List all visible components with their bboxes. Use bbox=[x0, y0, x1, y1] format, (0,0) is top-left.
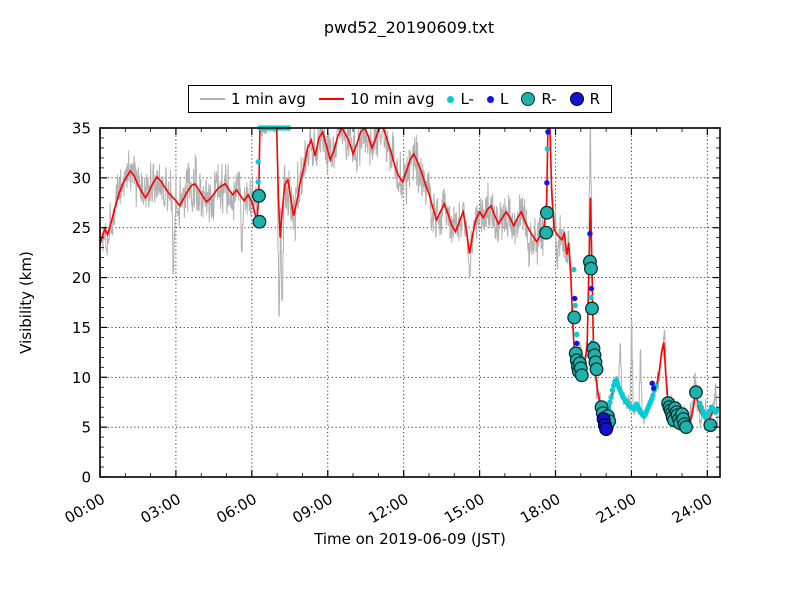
y-tick-label: 10 bbox=[72, 369, 91, 387]
x-tick-label: 18:00 bbox=[517, 490, 563, 527]
x-tick-labels: 00:00 03:00 06:00 09:00 12:00 15:00 18:00 21:00… bbox=[62, 490, 716, 527]
plot-area: 00:00 03:00 06:00 09:00 12:00 15:00 18:00 21:00… bbox=[62, 120, 721, 527]
series-1-min-avg bbox=[100, 128, 719, 434]
legend-item-l: L bbox=[486, 90, 509, 108]
x-tick-label: 24:00 bbox=[669, 490, 715, 527]
grid bbox=[100, 128, 720, 477]
y-tick-label: 15 bbox=[72, 319, 91, 337]
x-tick-label: 12:00 bbox=[365, 490, 411, 527]
markers-l bbox=[255, 125, 721, 423]
legend-item-r: R bbox=[569, 90, 601, 108]
legend-marker-1-min-avg bbox=[199, 97, 225, 101]
x-axis-ticks bbox=[99, 128, 708, 477]
legend-label-10-min-avg: 10 min avg bbox=[349, 90, 435, 108]
y-tick-label: 5 bbox=[81, 419, 91, 437]
y-tick-labels: 0 5 10 15 20 25 30 35 bbox=[72, 120, 91, 487]
x-axis-label: Time on 2019-06-09 (JST) bbox=[313, 530, 506, 548]
y-tick-label: 35 bbox=[72, 120, 91, 138]
y-tick-label: 0 bbox=[81, 469, 91, 487]
y-tick-label: 25 bbox=[72, 219, 91, 237]
legend: 1 min avg 10 min avg L- L R- R bbox=[187, 85, 613, 113]
legend-marker-r bbox=[569, 92, 584, 106]
legend-marker-l bbox=[486, 95, 494, 103]
legend-item-1-min-avg: 1 min avg bbox=[199, 90, 306, 108]
x-tick-label: 21:00 bbox=[593, 490, 639, 527]
y-axis-ticks bbox=[100, 127, 720, 478]
legend-item-10-min-avg: 10 min avg bbox=[318, 90, 435, 108]
x-tick-label: 06:00 bbox=[213, 490, 259, 527]
x-tick-label: 00:00 bbox=[62, 490, 108, 527]
legend-marker-r bbox=[521, 92, 536, 106]
y-tick-label: 20 bbox=[72, 269, 91, 287]
x-tick-label: 15:00 bbox=[441, 490, 487, 527]
y-tick-label: 30 bbox=[72, 169, 91, 187]
markers-r bbox=[596, 412, 614, 437]
y-axis-label: Visibility (km) bbox=[17, 251, 35, 354]
legend-item-l: L- bbox=[447, 90, 474, 108]
legend-item-r: R- bbox=[521, 90, 557, 108]
legend-label-l: L bbox=[499, 90, 509, 108]
legend-label-r: R- bbox=[541, 90, 557, 108]
x-tick-label: 09:00 bbox=[289, 490, 335, 527]
legend-label-l: L- bbox=[460, 90, 474, 108]
chart-title: pwd52_20190609.txt bbox=[324, 18, 494, 38]
legend-label-1-min-avg: 1 min avg bbox=[230, 90, 306, 108]
legend-label-r: R bbox=[589, 90, 601, 108]
plot-frame bbox=[99, 127, 721, 478]
x-tick-label: 03:00 bbox=[137, 490, 183, 527]
markers-l bbox=[544, 129, 657, 391]
legend-marker-10-min-avg bbox=[318, 97, 344, 101]
legend-marker-l bbox=[447, 95, 455, 103]
